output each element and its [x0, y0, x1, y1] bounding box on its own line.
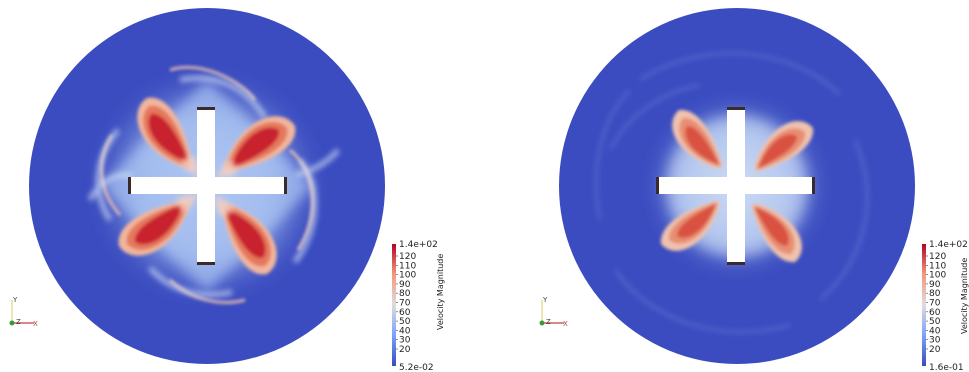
colorbar-tick-label: 40: [399, 326, 411, 336]
right-axis-z-label: Z: [546, 318, 551, 326]
left-colorbar-title: Velocity Magnitude: [436, 254, 445, 330]
colorbar-tick-label: 120: [399, 252, 416, 262]
colorbar-tick-label: 20: [929, 345, 941, 355]
left-axis-z-label: Z: [16, 318, 21, 326]
right-cross-blade: [656, 107, 815, 265]
colorbar-tick-label: 20: [399, 345, 411, 355]
colorbar-tick-label: 90: [399, 280, 411, 290]
left-colorbar-gradient: [392, 244, 396, 366]
colorbar-tick-label: 50: [929, 317, 941, 327]
right-axis-x-label: X: [563, 320, 568, 328]
colorbar-tick-label: 30: [399, 336, 411, 346]
colorbar-tick-label: 50: [399, 317, 411, 327]
colorbar-tick-label: 100: [399, 271, 416, 281]
colorbar-tick-label: 100: [929, 271, 946, 281]
colorbar-tick-label: 40: [929, 326, 941, 336]
right-colorbar-title: Velocity Magnitude: [960, 258, 969, 334]
colorbar-tick-label: 60: [929, 308, 941, 318]
left-colorbar-max-label: 1.4e+02: [399, 240, 438, 250]
right-colorbar-gradient: [922, 244, 926, 366]
left-axes-triad: Y Z X: [9, 296, 38, 328]
right-colorbar-max-label: 1.4e+02: [929, 240, 968, 250]
left-cross-blade: [128, 107, 287, 265]
right-axis-y-label: Y: [542, 296, 548, 304]
colorbar-tick-label: 110: [399, 261, 416, 271]
colorbar-tick-label: 70: [929, 299, 941, 309]
colorbar-tick-label: 60: [399, 308, 411, 318]
left-axis-x-label: X: [33, 320, 38, 328]
colorbar-tick-label: 30: [929, 336, 941, 346]
left-axis-y-label: Y: [12, 296, 18, 304]
colorbar-tick-label: 80: [399, 289, 411, 299]
right-axes-triad: Y Z X: [539, 296, 568, 328]
colorbar-tick-label: 70: [399, 299, 411, 309]
left-colorbar-min-label: 5.2e-02: [399, 363, 434, 372]
colorbar-tick-label: 120: [929, 252, 946, 262]
colorbar-tick-label: 80: [929, 289, 941, 299]
colorbar-tick-label: 110: [929, 261, 946, 271]
right-colorbar-min-label: 1.6e-01: [929, 363, 964, 372]
colorbar-tick-label: 90: [929, 280, 941, 290]
